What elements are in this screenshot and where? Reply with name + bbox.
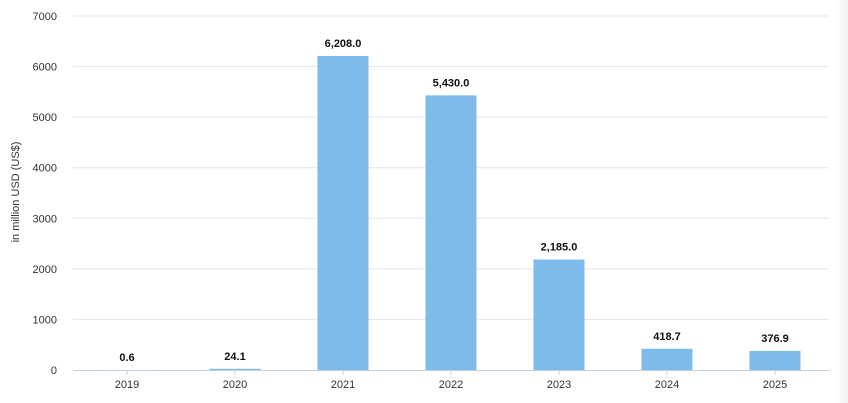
x-tick-label: 2019 bbox=[115, 379, 139, 391]
y-tick-label: 0 bbox=[51, 365, 57, 377]
data-labels: 0.6 24.1 6,208.0 5,430.0 2,185.0 418.7 376.9 bbox=[119, 38, 788, 364]
bar-2023[interactable] bbox=[533, 259, 585, 370]
y-axis-title: in million USD (US$) bbox=[10, 142, 22, 243]
data-label-2019: 0.6 bbox=[119, 352, 134, 364]
y-axis-ticks: 0 1000 2000 3000 4000 5000 6000 7000 bbox=[33, 11, 57, 377]
x-tick-label: 2021 bbox=[331, 379, 355, 391]
bar-2024[interactable] bbox=[641, 348, 693, 370]
x-tick-label: 2022 bbox=[439, 379, 463, 391]
data-label-2023: 2,185.0 bbox=[541, 242, 578, 254]
x-tick-label: 2025 bbox=[763, 379, 787, 391]
x-axis-tick-marks bbox=[126, 370, 776, 375]
bar-2022[interactable] bbox=[425, 95, 477, 370]
bar-2021[interactable] bbox=[317, 56, 369, 370]
y-tick-label: 3000 bbox=[33, 213, 57, 225]
x-tick-label: 2024 bbox=[655, 379, 679, 391]
x-axis-ticks: 2019 2020 2021 2022 2023 2024 2025 bbox=[115, 379, 787, 391]
data-label-2025: 376.9 bbox=[761, 333, 789, 345]
y-tick-label: 1000 bbox=[33, 314, 57, 326]
data-label-2021: 6,208.0 bbox=[325, 38, 362, 50]
x-tick-label: 2023 bbox=[547, 379, 571, 391]
bars bbox=[101, 56, 801, 370]
data-label-2020: 24.1 bbox=[224, 351, 245, 363]
y-tick-label: 2000 bbox=[33, 264, 57, 276]
data-label-2022: 5,430.0 bbox=[433, 77, 470, 89]
scroll-edge-shade bbox=[834, 0, 848, 403]
x-tick-label: 2020 bbox=[223, 379, 247, 391]
y-tick-label: 5000 bbox=[33, 112, 57, 124]
bar-2020[interactable] bbox=[209, 368, 261, 370]
y-tick-label: 4000 bbox=[33, 163, 57, 175]
y-tick-label: 7000 bbox=[33, 11, 57, 23]
y-tick-label: 6000 bbox=[33, 62, 57, 74]
bar-2025[interactable] bbox=[749, 350, 801, 370]
data-label-2024: 418.7 bbox=[653, 331, 681, 343]
